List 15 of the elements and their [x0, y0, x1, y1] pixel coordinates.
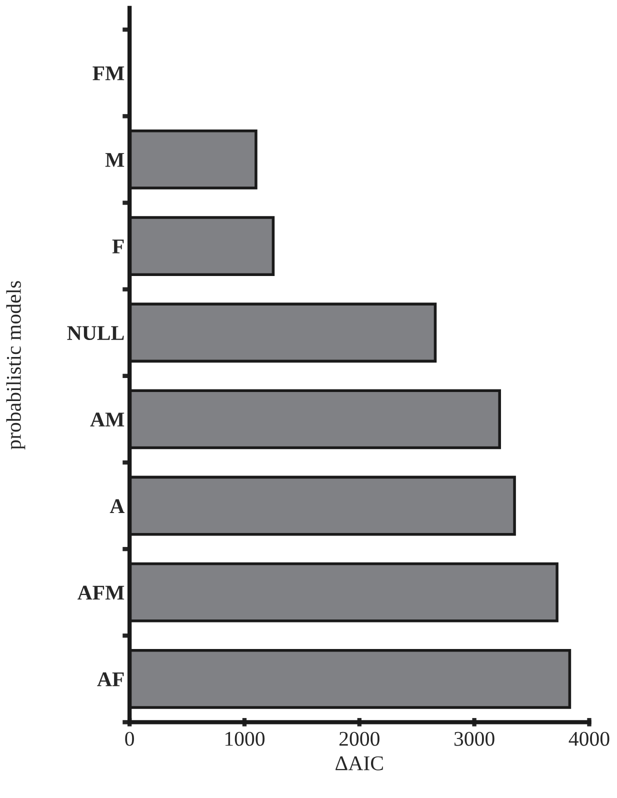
y-tick-label: AM — [90, 412, 124, 426]
y-tick-label: NULL — [67, 326, 124, 340]
x-tick-label: 4000 — [568, 732, 610, 746]
x-tick-label: 0 — [125, 732, 134, 746]
y-tick-label: F — [112, 240, 124, 254]
y-tick-label: AF — [97, 672, 124, 686]
y-tick-label: FM — [92, 66, 124, 80]
x-tick-label: 3000 — [454, 732, 494, 746]
x-tick-label: 2000 — [339, 732, 380, 746]
x-tick-label: 1000 — [225, 732, 265, 746]
y-axis-title: probabilistic models — [6, 281, 26, 450]
x-axis-title: ΔAIC — [336, 756, 383, 770]
y-tick-label: AFM — [77, 586, 124, 600]
y-tick-label: A — [110, 499, 125, 513]
y-tick-label: M — [105, 153, 124, 167]
